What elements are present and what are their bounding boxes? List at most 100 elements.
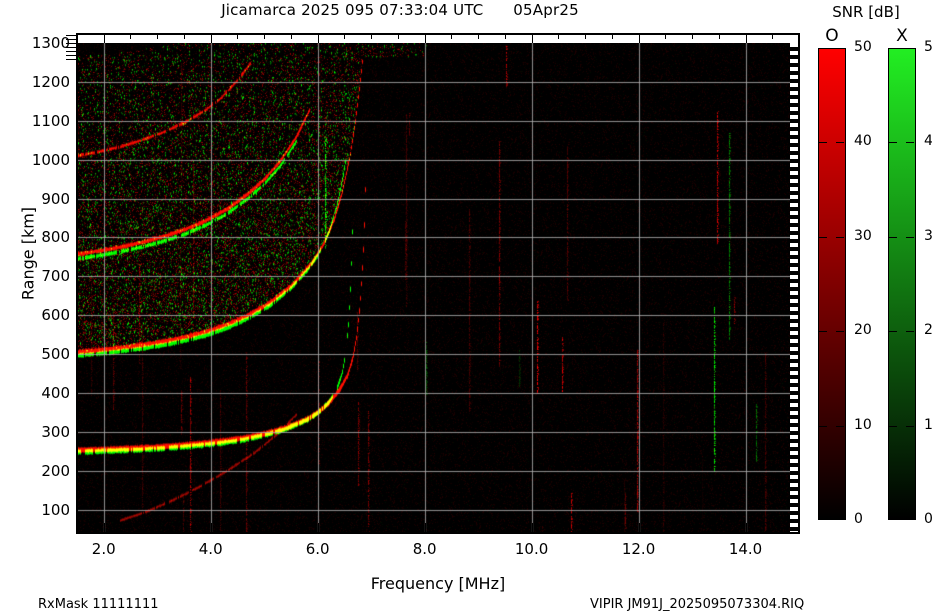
colorbar-o-tick (819, 142, 827, 143)
x-axis-minor-tick (371, 34, 373, 39)
x-axis-minor-tick (264, 34, 266, 39)
x-axis-minor-tick (665, 523, 667, 528)
x-axis-minor-tick (478, 523, 480, 528)
colorbar-x-tick (889, 426, 897, 427)
colorbar-o-tick (836, 426, 844, 427)
y-axis-minor-tick (66, 47, 77, 48)
x-axis-minor-tick (611, 34, 613, 39)
x-axis-minor-tick (799, 34, 800, 39)
x-axis-minor-tick (183, 34, 185, 39)
x-axis-tick (531, 34, 533, 43)
y-axis-tick-label: 600 (41, 306, 70, 325)
colorbar-x-tick (906, 426, 914, 427)
colorbar-x-tick-label: 30 (924, 228, 932, 244)
x-axis-tick (103, 523, 105, 532)
y-axis-tick-label: 400 (41, 384, 70, 402)
colorbar-x-tick-label: 40 (924, 133, 932, 149)
x-axis-tick (424, 34, 426, 43)
colorbar-o-tick-label: 40 (854, 133, 872, 149)
colorbar-o-mode-letter: O (825, 26, 839, 46)
plot-right-dotted-edge (790, 43, 798, 533)
x-axis-tick (745, 34, 747, 43)
x-axis-minor-tick (451, 523, 453, 528)
y-axis-minor-tick (66, 43, 77, 44)
colorbar-x-tick (889, 237, 897, 238)
plot-right-border (798, 33, 800, 534)
x-axis-minor-tick (718, 523, 720, 528)
y-axis-line (76, 33, 78, 534)
y-axis-tick-label: 900 (41, 189, 70, 208)
x-axis-minor-tick (344, 523, 346, 528)
x-axis-tick (638, 34, 640, 43)
x-axis-minor-tick (772, 523, 774, 528)
colorbar-x-mode (888, 48, 916, 520)
x-axis-line (76, 532, 800, 534)
colorbar-x-tick-label: 20 (924, 322, 932, 338)
x-axis-top-ticks (77, 34, 800, 44)
x-axis-tick-label: 12.0 (621, 540, 656, 558)
x-axis-tick (210, 34, 212, 43)
y-axis-tick-label: 700 (41, 267, 70, 286)
x-axis-minor-tick (585, 34, 587, 39)
colorbar-x-tick-label: 10 (924, 417, 932, 433)
colorbar-x-tick (889, 331, 897, 332)
x-axis-title: Frequency [MHz] (370, 574, 506, 593)
x-axis-tick (210, 523, 212, 532)
x-axis-minor-tick (397, 523, 399, 528)
colorbar-o-tick-label: 0 (854, 511, 863, 527)
ionogram-canvas (77, 43, 799, 533)
colorbar-o-tick (836, 142, 844, 143)
x-axis-tick (317, 34, 319, 43)
x-axis-minor-tick (772, 34, 774, 39)
x-axis-tick-label: 6.0 (305, 540, 330, 558)
y-axis-tick-label: 1300 (31, 34, 70, 52)
x-axis-minor-tick (237, 34, 239, 39)
x-axis-minor-tick (558, 34, 560, 39)
y-axis-minor-tick (66, 51, 77, 52)
x-axis-tick (103, 34, 105, 43)
colorbar-o-mode (818, 48, 846, 520)
file-info-label: VIPIR JM91J_2025095073304.RIQ (590, 597, 805, 612)
x-axis-minor-tick (558, 523, 560, 528)
y-axis-title: Range [km] (18, 206, 38, 301)
x-axis-tick (638, 523, 640, 532)
y-axis-tick-label: 500 (41, 345, 70, 364)
x-axis-minor-tick (130, 523, 132, 528)
x-axis-tick-label: 2.0 (91, 540, 116, 558)
y-axis-tick-label: 300 (41, 422, 70, 441)
x-axis-minor-tick (665, 34, 667, 39)
x-axis-minor-tick (799, 523, 800, 528)
x-axis-minor-tick (183, 523, 185, 528)
y-axis-tick-label: 100 (41, 500, 70, 519)
colorbar-o-tick (819, 237, 827, 238)
plot-top-border (76, 33, 800, 35)
x-axis-tick-label: 14.0 (728, 540, 763, 558)
x-axis-minor-tick (290, 523, 292, 528)
x-axis-tick-label: 10.0 (514, 540, 549, 558)
y-axis-minor-tick (66, 39, 77, 40)
x-axis-minor-tick (371, 523, 373, 528)
colorbar-o-tick-label: 20 (854, 322, 872, 338)
colorbar-o-tick (836, 331, 844, 332)
ionogram-plot-area (77, 43, 799, 533)
colorbar-x-tick (906, 237, 914, 238)
y-axis-tick-label: 800 (41, 228, 70, 247)
x-axis-tick-label: 4.0 (198, 540, 223, 558)
x-axis-tick-label: 8.0 (412, 540, 437, 558)
x-axis-minor-tick (504, 523, 506, 528)
colorbar-title: SNR [dB] (832, 3, 900, 21)
y-axis-minor-tick (66, 35, 77, 36)
y-axis-tick-label: 1200 (31, 72, 70, 91)
x-axis-minor-tick (344, 34, 346, 39)
x-axis-minor-tick (692, 34, 694, 39)
x-axis-minor-tick (692, 523, 694, 528)
y-axis-tick-label: 1100 (31, 111, 70, 130)
x-axis-tick (531, 523, 533, 532)
x-axis-minor-tick (397, 34, 399, 39)
colorbar-x-tick (906, 331, 914, 332)
x-axis-minor-tick (264, 523, 266, 528)
colorbar-x-tick-label: 0 (924, 511, 932, 527)
colorbar-x-tick (889, 142, 897, 143)
colorbar-o-tick-label: 50 (854, 39, 872, 55)
colorbar-o-tick (819, 331, 827, 332)
